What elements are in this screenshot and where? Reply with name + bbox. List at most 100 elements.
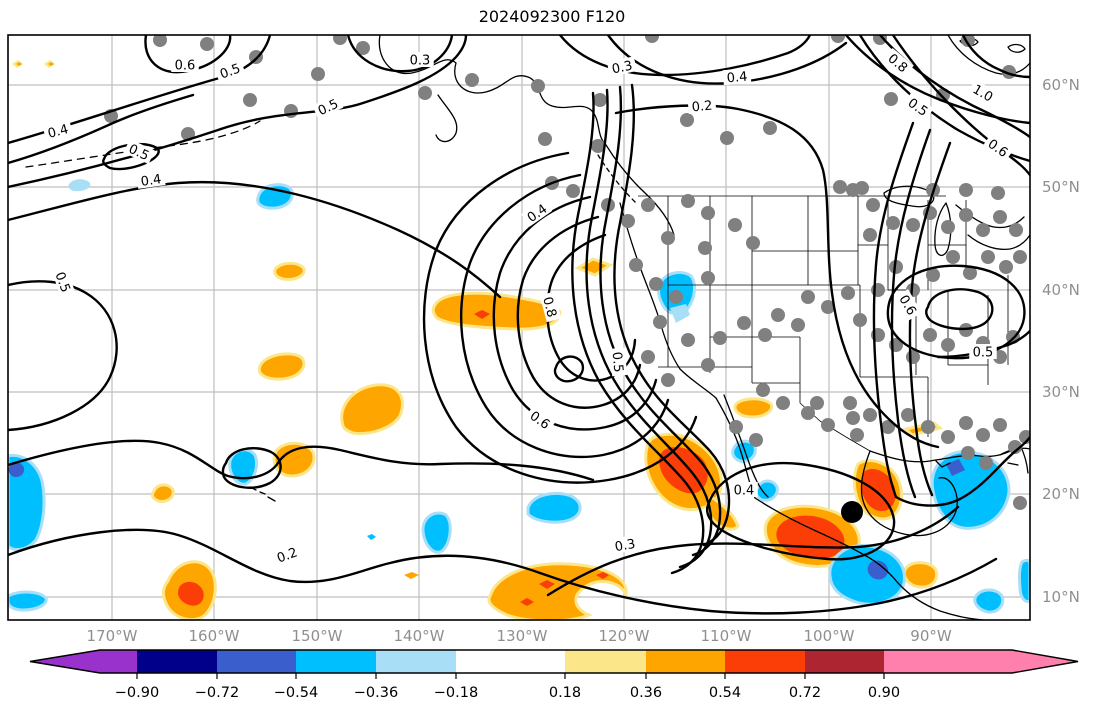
station-dot: [729, 420, 743, 434]
lon-tick-label: 110°W: [701, 627, 752, 645]
shaded-region-cyan: [731, 439, 757, 463]
station-dot: [591, 139, 605, 153]
station-dot: [728, 218, 742, 232]
contour-label-text: 0.5: [51, 270, 72, 295]
lat-tick-label: 40°N: [1042, 281, 1080, 299]
coastline-mexico-west: [754, 497, 984, 620]
shaded-region-cyan: [367, 534, 376, 540]
shaded-region-redorange: [659, 447, 708, 494]
station-dot: [886, 216, 900, 230]
station-dot: [153, 35, 167, 47]
coastline-mexico-gulf-yucatan: [860, 450, 958, 537]
contour-label-box: [687, 96, 717, 115]
contour-line: [936, 329, 1030, 359]
contour-label-box: [967, 79, 999, 106]
shaded-region-lightblue: [68, 179, 91, 192]
lon-tick-label: 100°W: [804, 627, 855, 645]
contour-line: [8, 93, 195, 165]
station-dot: [661, 231, 675, 245]
station-dot: [701, 206, 715, 220]
station-dot: [866, 198, 880, 212]
station-dot: [756, 383, 770, 397]
station-dot: [746, 236, 760, 250]
station-dot: [621, 214, 635, 228]
colorbar-segment-white: [456, 650, 565, 673]
contour-label: 0.4: [42, 119, 74, 142]
contour-label: 0.5: [969, 344, 997, 361]
coastline-cook-inlet: [435, 94, 458, 143]
shaded-region-cyan: [8, 453, 46, 551]
station-dot: [959, 183, 973, 197]
station-dot: [701, 271, 715, 285]
station-dot: [884, 92, 898, 106]
station-dot: [979, 456, 993, 470]
station-dot: [921, 420, 935, 434]
contour-label: 0.3: [610, 534, 640, 555]
contour-label-box: [982, 133, 1014, 162]
shaded-region-orange: [272, 441, 316, 478]
lon-tick-label: 170°W: [87, 627, 138, 645]
contour-line: [558, 35, 812, 77]
shaded-region-cyan: [526, 492, 582, 524]
lon-tick-label: 140°W: [394, 627, 445, 645]
contour-label-box: [882, 48, 914, 78]
station-dot: [1009, 223, 1023, 237]
contour-label-box: [902, 92, 934, 121]
station-dot: [853, 313, 867, 327]
contour-line: [585, 88, 713, 569]
station-dot: [200, 37, 214, 51]
contour-label-box: [609, 347, 628, 377]
station-dot: [810, 396, 824, 410]
colorbar-segment-cyan: [296, 650, 376, 673]
coastline-mississippi-delta: [935, 460, 951, 468]
colorbar-tick-label: 0.36: [630, 685, 662, 701]
contour-line: [8, 35, 468, 189]
station-dot: [791, 318, 805, 332]
contour-line: [8, 180, 502, 299]
coastline-hudson-bay: [947, 35, 1030, 75]
contour-line: [706, 461, 896, 561]
contour-line: [844, 35, 1030, 125]
contour-label-box: [722, 67, 752, 86]
colorbar-segment-orange: [646, 650, 725, 673]
contour-label-text: 0.3: [410, 54, 431, 69]
colorbar-tick-label: −0.18: [434, 685, 478, 701]
shaded-anomaly-regions: [8, 60, 1030, 620]
station-dot: [1013, 250, 1027, 264]
contour-line: [858, 35, 1030, 163]
contour-label-box: [136, 170, 166, 189]
station-dot: [941, 338, 955, 352]
station-dot: [906, 218, 920, 232]
station-dot: [976, 223, 990, 237]
shaded-region-redorange: [596, 572, 609, 579]
contour-line: [8, 528, 998, 615]
shaded-region-orange: [574, 257, 614, 277]
station-dot: [698, 241, 712, 255]
contour-label: 0.2: [687, 96, 717, 115]
contour-line: [459, 173, 670, 459]
colorbar: −0.90 −0.72 −0.54 −0.36 −0.18 0.18 0.36 0.54 0.7…: [29, 649, 1079, 701]
station-dot: [629, 258, 643, 272]
station-dot: [946, 250, 960, 264]
station-dot: [941, 220, 955, 234]
station-dot: [961, 446, 975, 460]
contour-line: [546, 505, 960, 597]
station-dot: [249, 50, 263, 64]
contour-label: 0.5: [214, 58, 246, 83]
station-dot: [243, 93, 257, 107]
shaded-region-redorange: [520, 598, 534, 606]
station-dot: [1008, 440, 1022, 454]
shaded-region-orange: [404, 572, 419, 579]
station-dot: [311, 67, 325, 81]
contour-line: [8, 280, 118, 432]
contour-label: 0.4: [730, 482, 758, 499]
contour-line: [346, 35, 454, 73]
station-dot: [881, 420, 895, 434]
station-dot: [850, 428, 864, 442]
contour-label-text: 0.5: [973, 346, 994, 361]
station-dot: [959, 208, 973, 222]
station-dot: [356, 41, 370, 55]
shaded-region-redorange: [178, 581, 204, 606]
coastline-panhandle-islands: [597, 154, 637, 204]
